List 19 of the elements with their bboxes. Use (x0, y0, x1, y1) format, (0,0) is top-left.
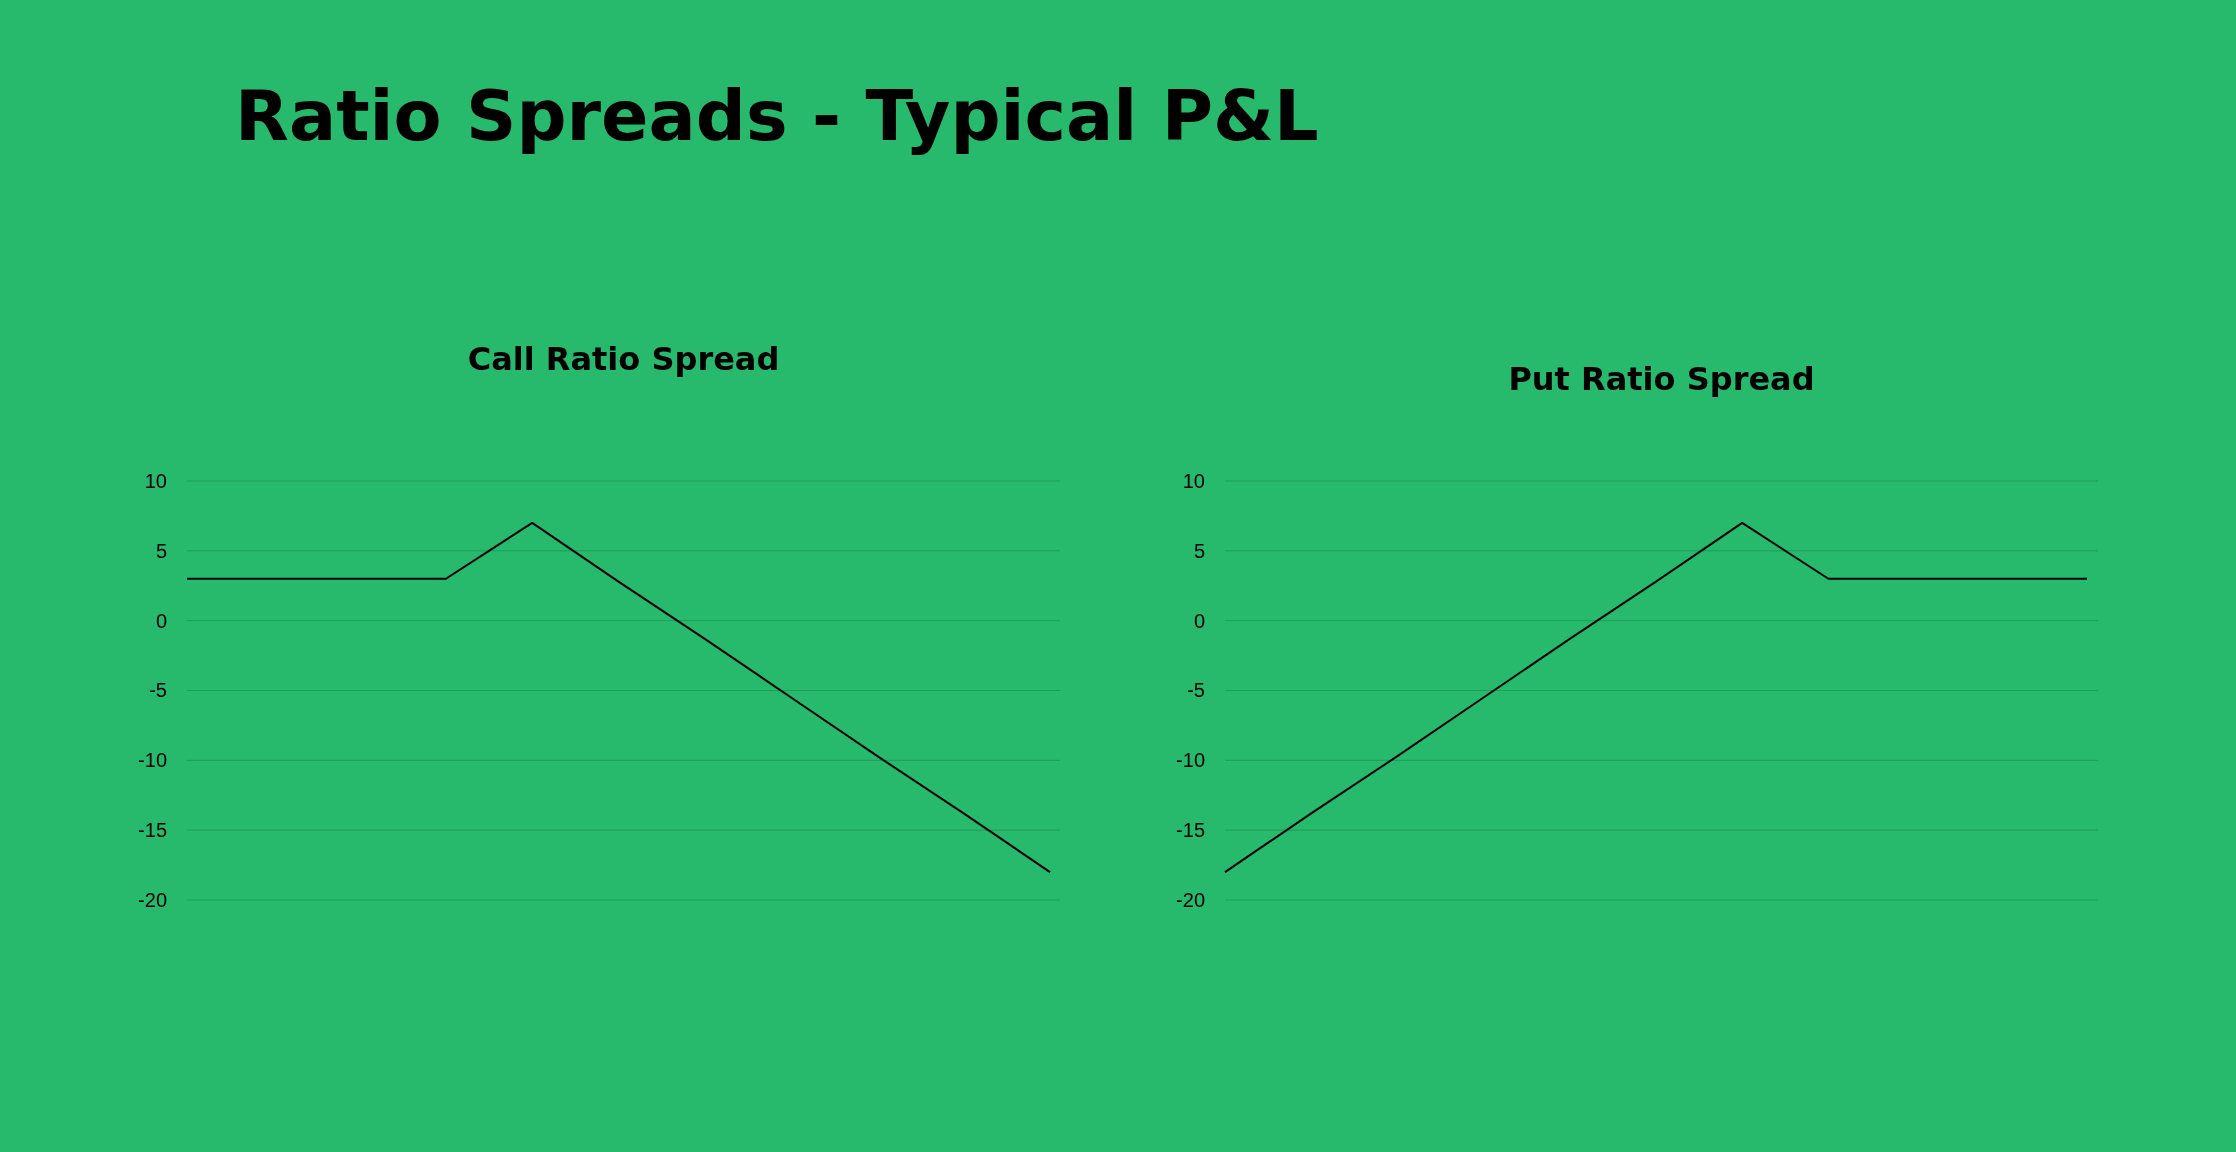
y-tick-label: -10 (138, 749, 167, 772)
y-tick-label: -5 (1187, 679, 1205, 702)
y-tick-label: 10 (144, 469, 167, 492)
line-series (186, 521, 1051, 874)
y-tick-label: -10 (1176, 749, 1205, 772)
y-tick-label: 10 (1182, 469, 1205, 492)
y-tick-label: -20 (138, 888, 167, 911)
y-tick-label: -5 (149, 679, 167, 702)
chart-title: Put Ratio Spread (1508, 360, 1815, 398)
y-tick-label: 5 (155, 539, 167, 562)
text: Ratio Spreads - Typical P&L (235, 75, 1319, 157)
y-tick-label: -15 (138, 819, 167, 842)
chart-title: Call Ratio Spread (467, 340, 780, 378)
line-series (1224, 521, 2088, 874)
y-tick-label: -15 (1176, 819, 1205, 842)
y-tick-label: 0 (1193, 609, 1205, 632)
y-tick-label: 0 (155, 609, 167, 632)
y-tick-label: -20 (1176, 888, 1205, 911)
y-tick-label: 5 (1193, 539, 1205, 562)
